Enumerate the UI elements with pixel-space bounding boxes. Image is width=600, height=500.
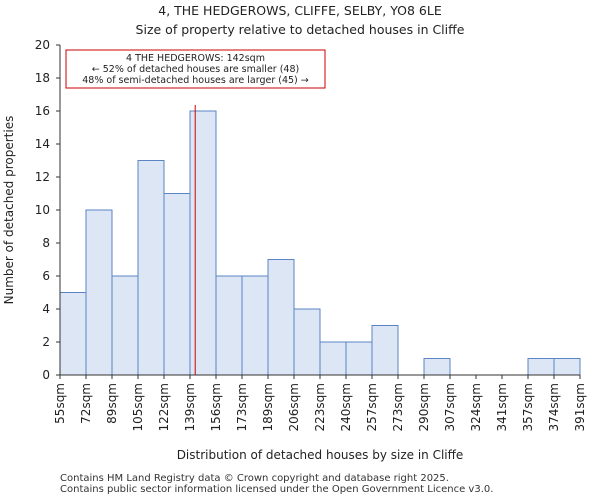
x-tick-label: 257sqm [365,383,379,431]
x-tick-label: 72sqm [79,383,93,424]
y-tick-label: 8 [42,236,50,250]
y-tick-label: 10 [35,203,50,217]
x-tick-label: 173sqm [235,383,249,431]
x-tick-label: 324sqm [469,383,483,431]
chart-subtitle: Size of property relative to detached ho… [135,22,465,37]
annotation-title: 4 THE HEDGEROWS: 142sqm [126,53,265,64]
histogram-bar [163,193,191,376]
histogram-bar [527,358,555,376]
annotation-larger-text: 48% of semi-detached houses are larger (… [82,75,309,86]
annotation-box [65,49,326,89]
y-tick-label: 20 [35,38,50,52]
histogram-bar [241,275,269,376]
histogram-bar [293,308,321,376]
x-axis-label: Distribution of detached houses by size … [177,448,464,462]
x-tick-label: 223sqm [313,383,327,431]
x-tick-label: 105sqm [131,383,145,431]
histogram-bar [267,259,295,376]
x-tick-label: 290sqm [417,383,431,431]
x-tick-label: 55sqm [53,383,67,424]
x-tick-label: 273sqm [391,383,405,431]
histogram-bar [423,358,451,376]
x-tick-label: 122sqm [157,383,171,431]
x-tick-label: 240sqm [339,383,353,431]
histogram-bar [189,110,217,376]
y-tick-label: 6 [42,269,50,283]
histogram-bar [85,209,113,376]
y-tick-label: 18 [35,71,50,85]
x-tick-label: 357sqm [521,383,535,431]
y-tick-label: 12 [35,170,50,184]
histogram-bar [553,358,581,376]
y-tick-label: 16 [35,104,50,118]
x-tick-label: 391sqm [573,383,587,431]
y-tick-label: 14 [35,137,50,151]
footer-line-2: Contains public sector information licen… [60,484,494,495]
x-tick-label: 189sqm [261,383,275,431]
histogram-bar [319,341,347,376]
x-tick-label: 206sqm [287,383,301,431]
histogram-bar [59,292,87,376]
y-tick-label: 4 [42,302,50,316]
x-tick-label: 307sqm [443,383,457,431]
x-tick-label: 139sqm [183,383,197,431]
histogram-bar [345,341,373,376]
histogram-bar [111,275,139,376]
histogram-bar [215,275,243,376]
histogram-bar [371,325,399,376]
chart-title: 4, THE HEDGEROWS, CLIFFE, SELBY, YO8 6LE [158,3,442,18]
x-tick-label: 374sqm [547,383,561,431]
x-tick-label: 156sqm [209,383,223,431]
y-tick-label: 2 [42,335,50,349]
histogram-bar [137,160,165,376]
annotation-smaller-text: ← 52% of detached houses are smaller (48… [92,64,299,75]
footer-line-1: Contains HM Land Registry data © Crown c… [60,473,449,484]
y-axis-label: Number of detached properties [2,116,16,305]
y-tick-label: 0 [42,368,50,382]
histogram-chart: 0 2 4 6 8 10 12 14 16 18 20 55sqm 72sqm 89sqm 105sqm 1… [2,38,587,462]
marker-annotation: 4 THE HEDGEROWS: 142sqm ← 52% of detache… [65,49,326,89]
x-tick-label: 341sqm [495,383,509,431]
x-tick-label: 89sqm [105,383,119,424]
